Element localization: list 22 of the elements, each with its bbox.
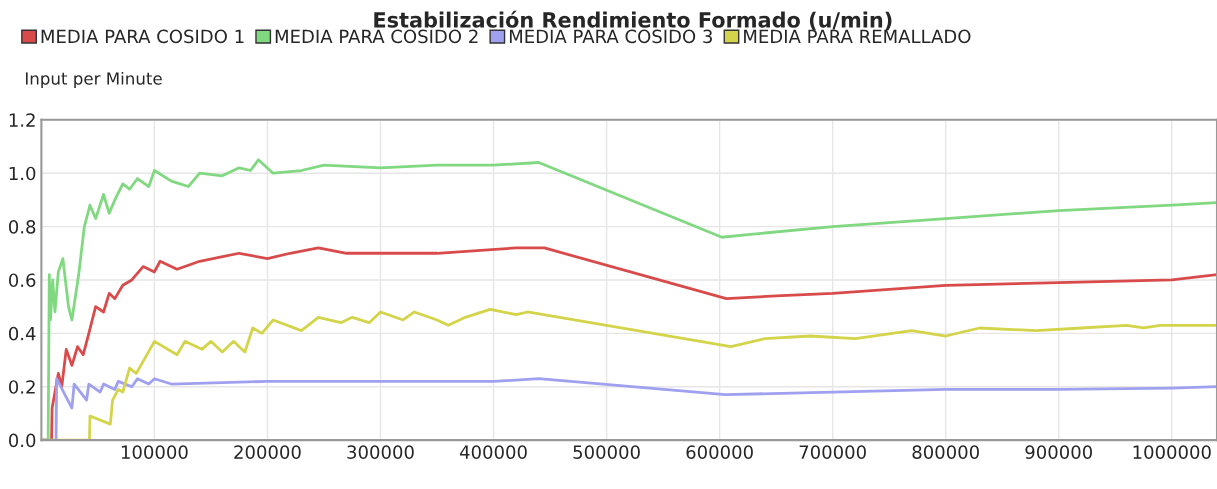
y-tick-label: 1.2: [9, 113, 35, 127]
legend-label: MEDIA PARA COSIDO 2: [275, 29, 478, 44]
x-tick-label: 800000: [912, 445, 979, 459]
legend-label: MEDIA PARA COSIDO 1: [41, 29, 244, 44]
legend-label: MEDIA PARA COSIDO 3: [509, 29, 712, 44]
x-tick-label: 300000: [347, 445, 414, 459]
x-tick-label: 600000: [686, 445, 753, 459]
x-tick-label: 400000: [459, 445, 527, 459]
x-tick-label: 1000000: [1133, 445, 1211, 459]
y-tick-label: 0.4: [8, 326, 36, 341]
y-tick-label: 0.0: [8, 433, 36, 448]
x-tick-label: 900000: [1025, 445, 1093, 459]
x-tick-label: 200000: [234, 445, 301, 459]
y-tick-label: 1.0: [9, 166, 36, 181]
y-tick-label: 0.6: [8, 273, 36, 288]
y-tick-label: 0.2: [8, 380, 35, 394]
x-tick-label: 100000: [121, 445, 188, 459]
x-tick-label: 700000: [799, 445, 866, 459]
y-tick-label: 0.8: [8, 220, 36, 234]
y-axis-title: Input per Minute: [25, 71, 162, 89]
legend-label: MEDIA PARA REMALLADO: [744, 29, 971, 44]
x-tick-label: 500000: [573, 445, 640, 459]
